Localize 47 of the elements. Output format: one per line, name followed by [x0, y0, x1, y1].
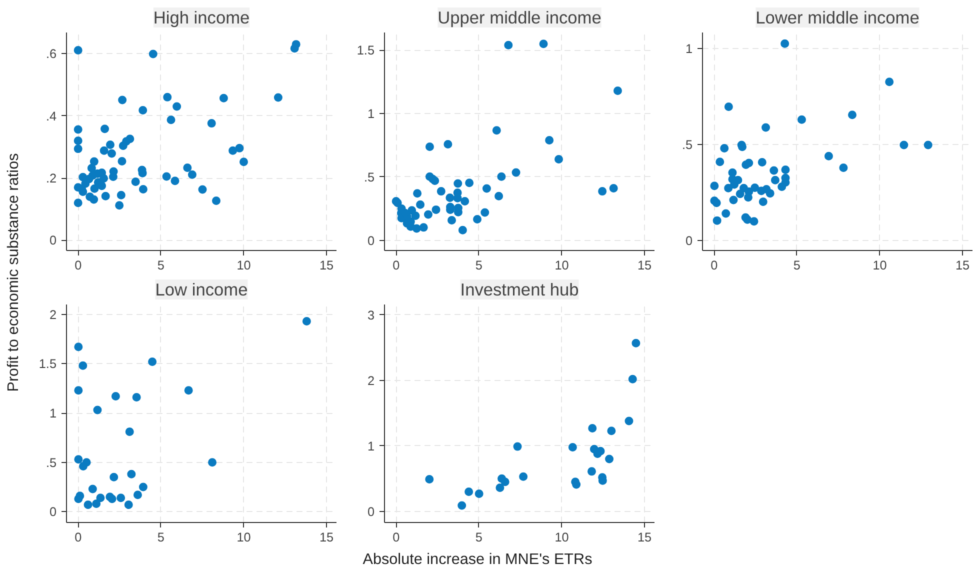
x-tick-label: 5	[475, 258, 482, 272]
chart-title: Low income	[155, 280, 248, 300]
x-tick-label: 0	[392, 530, 400, 544]
y-tick-label: 1.5	[38, 357, 57, 372]
y-tick-label: .4	[46, 109, 57, 124]
x-axis-title: Absolute increase in MNE's ETRs	[362, 551, 593, 568]
chart-title: Upper middle income	[438, 8, 602, 28]
x-tick-label: 15	[320, 258, 334, 272]
y-tick-label: 1	[367, 107, 375, 122]
y-tick-label: 1	[367, 439, 375, 454]
y-tick-label: 2	[367, 374, 375, 388]
x-tick-label: 0	[392, 258, 400, 272]
x-tick-label: 5	[475, 530, 482, 544]
y-tick-label: 1	[49, 406, 57, 421]
y-tick-label: .5	[364, 170, 375, 184]
chart-title: High income	[153, 8, 250, 28]
x-tick-label: 10	[236, 530, 251, 544]
y-tick-label: 3	[367, 308, 375, 322]
y-tick-label: .5	[682, 138, 693, 152]
y-tick-label: 0	[367, 504, 375, 519]
y-tick-label: .2	[46, 172, 57, 186]
y-tick-label: 2	[49, 308, 57, 322]
y-tick-label: 0	[49, 505, 57, 520]
y-tick-label: .5	[46, 456, 57, 470]
x-tick-label: 5	[793, 258, 800, 272]
y-axis-title: Profit to economic substance ratios	[5, 152, 22, 392]
y-tick-label: 0	[685, 234, 693, 248]
x-tick-label: 15	[956, 258, 970, 272]
x-tick-label: 10	[554, 530, 569, 544]
chart-title: Investment hub	[460, 280, 579, 300]
x-tick-label: 5	[157, 258, 164, 272]
x-tick-label: 15	[638, 258, 652, 272]
y-tick-label: 1	[685, 42, 693, 56]
y-tick-label: .6	[46, 47, 57, 62]
x-tick-label: 10	[236, 258, 251, 272]
x-tick-label: 10	[554, 258, 569, 272]
chart-title: Lower middle income	[756, 8, 920, 28]
x-tick-label: 15	[320, 530, 334, 544]
x-tick-label: 10	[872, 258, 887, 272]
x-tick-label: 0	[74, 530, 82, 544]
x-tick-label: 5	[157, 530, 164, 544]
x-tick-label: 0	[710, 258, 718, 272]
x-tick-label: 0	[74, 258, 82, 272]
x-tick-label: 15	[638, 530, 652, 544]
y-tick-label: 0	[367, 234, 375, 248]
y-tick-label: 0	[49, 234, 57, 248]
y-tick-label: 1.5	[356, 44, 375, 58]
